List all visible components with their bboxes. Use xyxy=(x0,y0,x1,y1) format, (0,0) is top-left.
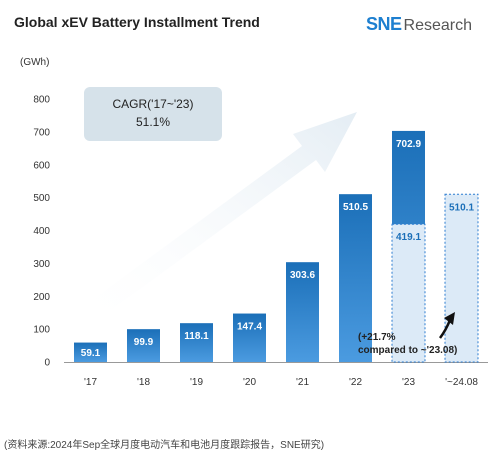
y-tick-label: 500 xyxy=(33,193,50,204)
x-tick-label: '~24.08 xyxy=(445,377,478,388)
y-tick-label: 100 xyxy=(33,325,50,336)
bar-value-label: 118.1 xyxy=(184,331,209,342)
y-tick-label: 800 xyxy=(33,95,50,106)
bar xyxy=(233,313,266,362)
y-tick-label: 700 xyxy=(33,127,50,138)
cagr-value: 51.1% xyxy=(136,115,170,129)
bar-value-label: 702.9 xyxy=(396,139,421,150)
upward-arrow-head-icon xyxy=(444,312,455,325)
bar-value-label: 303.6 xyxy=(290,270,315,281)
x-tick-label: '21 xyxy=(296,377,309,388)
comparison-note: compared to ~'23.08) xyxy=(358,345,457,356)
bar-comparison-label: 419.1 xyxy=(396,232,421,243)
y-tick-label: 0 xyxy=(44,358,50,369)
x-tick-label: '23 xyxy=(402,377,415,388)
x-tick-label: '19 xyxy=(190,377,203,388)
logo-brand: SNE xyxy=(366,14,402,34)
x-tick-label: '18 xyxy=(137,377,150,388)
bar xyxy=(180,323,213,362)
bar-projected xyxy=(444,193,479,363)
x-tick-label: '20 xyxy=(243,377,256,388)
comparison-note: (+21.7% xyxy=(358,332,396,343)
bar xyxy=(339,194,372,362)
bar-value-label: 510.1 xyxy=(449,202,474,213)
x-tick-label: '17 xyxy=(84,377,97,388)
source-note: (资料来源:2024年Sep全球月度电动汽车和电池月度跟踪报告，SNE研究) xyxy=(4,440,325,451)
cagr-box xyxy=(84,87,222,141)
trend-arrow xyxy=(92,112,357,314)
bar xyxy=(286,262,319,362)
bar-value-label: 510.5 xyxy=(343,202,368,213)
logo-text: Research xyxy=(403,17,472,34)
y-tick-label: 400 xyxy=(33,226,50,237)
x-tick-label: '22 xyxy=(349,377,362,388)
bar xyxy=(74,342,107,362)
y-tick-label: 300 xyxy=(33,259,50,270)
cagr-label: CAGR('17~'23) xyxy=(113,97,194,111)
bar-value-label: 147.4 xyxy=(237,322,262,333)
bar-value-label: 99.9 xyxy=(134,337,154,348)
sne-research-logo: SNE Research xyxy=(366,14,472,35)
bar-comparison-segment xyxy=(391,223,426,363)
y-tick-label: 200 xyxy=(33,292,50,303)
y-axis-unit: (GWh) xyxy=(20,57,50,68)
bar xyxy=(127,329,160,362)
chart-title: Global xEV Battery Installment Trend xyxy=(14,14,260,30)
y-tick-label: 600 xyxy=(33,160,50,171)
bar-value-label: 59.1 xyxy=(81,348,101,359)
